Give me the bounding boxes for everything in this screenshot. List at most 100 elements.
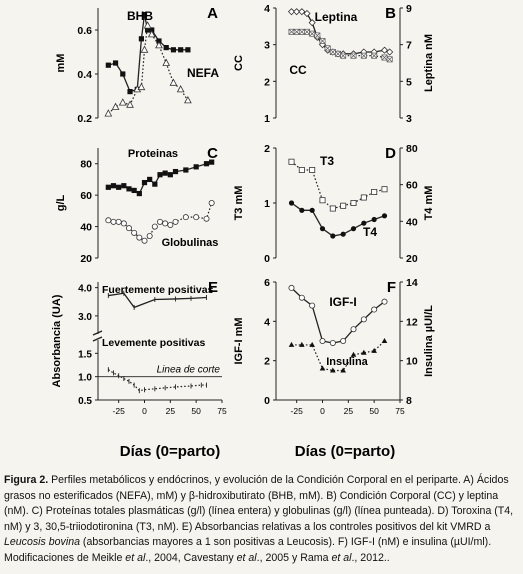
data-point xyxy=(314,32,321,39)
data-point xyxy=(183,167,189,173)
y2-tick-label: 40 xyxy=(406,216,418,228)
x-axis-title-left: Días (0=parto) xyxy=(120,443,220,460)
panel-letter: F xyxy=(387,279,396,296)
panel-E: 3.0 4.0 0.5 1.0 1.5 Absorbancia (UA) E Linea de… xyxy=(51,279,227,416)
data-point xyxy=(360,194,367,201)
y-tick-label: 0.6 xyxy=(77,25,92,37)
data-point xyxy=(309,341,315,347)
series-label: Globulinas xyxy=(162,237,219,249)
data-point xyxy=(126,225,133,232)
series-label: Proteinas xyxy=(128,148,178,160)
data-point xyxy=(162,220,169,227)
series-line xyxy=(291,287,385,344)
series-line xyxy=(291,202,385,237)
series-label: T4 xyxy=(363,225,377,239)
data-point xyxy=(298,28,305,35)
data-point xyxy=(371,306,378,313)
data-point xyxy=(288,28,295,35)
data-point xyxy=(288,158,295,165)
data-point xyxy=(350,199,357,206)
series-line xyxy=(291,340,385,372)
data-point xyxy=(116,184,122,190)
y-tick-label: 20 xyxy=(80,253,92,265)
data-point xyxy=(193,164,199,170)
data-point xyxy=(137,82,146,91)
data-point xyxy=(361,220,367,226)
data-point xyxy=(156,218,163,225)
data-point xyxy=(335,50,341,57)
data-point xyxy=(147,176,153,183)
y-tick-label: 2 xyxy=(264,143,270,155)
data-point xyxy=(156,38,162,44)
panel-C: 20 40 60 80 g/L C Proteinas Globulinas xyxy=(55,145,218,265)
y-tick-label: 40 xyxy=(80,222,92,234)
data-point xyxy=(298,166,305,173)
y-tick-label: 1 xyxy=(264,198,270,210)
y-tick-label: 6 xyxy=(264,277,270,289)
data-point xyxy=(110,183,117,189)
data-point xyxy=(293,8,301,16)
data-point xyxy=(288,200,295,206)
figure-caption: Figura 2. Perfiles metabólicos y endócri… xyxy=(4,473,519,567)
marker-cross xyxy=(293,28,300,35)
y-tick-label: 2 xyxy=(264,356,270,368)
data-point xyxy=(330,367,336,373)
caption-text-4: ., 2005 y Rama xyxy=(256,551,332,564)
data-point xyxy=(127,89,133,95)
data-point xyxy=(140,45,149,53)
series-label: Fuertemente positivas xyxy=(102,284,214,296)
data-point xyxy=(319,197,326,204)
data-point xyxy=(288,341,295,347)
data-point xyxy=(131,187,137,194)
x-tick-label: 50 xyxy=(191,406,201,416)
data-point xyxy=(299,207,305,213)
caption-text-2: (absorbancias mayores a 1 son positivas … xyxy=(4,536,492,564)
data-point xyxy=(340,202,347,209)
data-point xyxy=(330,233,336,239)
x-tick-label: 25 xyxy=(344,406,354,416)
data-point xyxy=(163,45,169,51)
data-point xyxy=(120,71,126,77)
data-point xyxy=(120,220,127,227)
data-point xyxy=(329,205,336,212)
panel-letter: D xyxy=(385,145,396,162)
x-tick-label: -25 xyxy=(113,406,126,416)
data-point xyxy=(381,298,388,305)
data-point xyxy=(304,28,310,35)
data-point xyxy=(172,218,179,225)
y-tick-label: 0 xyxy=(264,395,270,407)
data-point xyxy=(208,199,215,206)
y-tick-label: 4.0 xyxy=(78,284,92,295)
series-label: T3 xyxy=(320,154,334,168)
y-axis-title: g/L xyxy=(55,194,67,211)
data-point xyxy=(149,27,155,33)
data-point xyxy=(167,172,173,178)
marker-cross xyxy=(309,30,316,37)
y-tick-label: 0.2 xyxy=(77,113,92,125)
data-point xyxy=(136,190,142,197)
y2-tick-label: 5 xyxy=(406,76,412,88)
y-tick-label: 4 xyxy=(264,316,270,328)
data-point xyxy=(131,229,138,236)
caption-text-5: ., 2012.. xyxy=(351,551,390,564)
data-point xyxy=(309,207,315,213)
data-point xyxy=(209,159,215,165)
data-point xyxy=(329,339,336,346)
series-label: NEFA xyxy=(187,66,219,80)
x-tick-label: 0 xyxy=(320,406,325,416)
data-point xyxy=(381,186,388,193)
y-tick-label: 60 xyxy=(80,190,92,202)
data-point xyxy=(143,21,152,29)
marker-cross xyxy=(386,56,393,63)
data-point xyxy=(371,347,377,353)
caption-text-3: ., 2004, Cavestany xyxy=(145,551,237,564)
y-tick-label: 2 xyxy=(264,76,270,88)
marker-cross xyxy=(298,28,305,35)
data-point xyxy=(371,52,378,59)
y2-tick-label: 8 xyxy=(406,395,412,407)
data-point xyxy=(162,58,171,66)
y2-axis-title: Leptina nM xyxy=(423,34,435,92)
y2-axis-title: Insulina µUI/L xyxy=(423,305,435,377)
y-tick-label: 1.5 xyxy=(78,349,92,360)
panel-letter: A xyxy=(207,5,218,22)
